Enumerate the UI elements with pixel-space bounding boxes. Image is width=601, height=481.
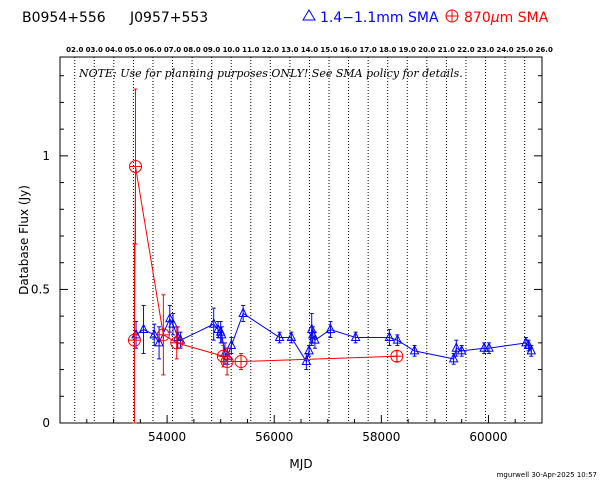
y-axis-ticks: 00.51 (31, 75, 542, 430)
year-tick-label: 02.0 (66, 46, 83, 54)
data-point-triangle (523, 339, 534, 350)
year-grid (74, 57, 526, 423)
data-point-triangle (226, 339, 237, 350)
data-point-triangle (448, 352, 459, 363)
data-point-triangle (484, 342, 494, 352)
year-tick-label: 03.0 (86, 46, 103, 54)
legend-red-label-post: m SMA (500, 10, 549, 26)
year-tick-label: 15.0 (320, 46, 337, 54)
source-name: B0954+556 (22, 10, 106, 26)
x-tick-label: 60000 (469, 430, 507, 444)
year-tick-label: 24.0 (496, 46, 513, 54)
year-tick-label: 18.0 (379, 46, 396, 54)
planning-note: NOTE: Use for planning purposes ONLY! Se… (78, 67, 463, 80)
year-tick-label: 26.0 (536, 46, 553, 54)
y-axis-title: Database Flux (Jy) (17, 185, 31, 295)
legend-blue-triangle-icon (302, 9, 316, 21)
year-tick-label: 06.0 (144, 46, 161, 54)
data-point-triangle (138, 323, 149, 333)
data-point-triangle (409, 344, 420, 355)
legend-red-label-pre: 870 (464, 10, 491, 26)
data-point-triangle (479, 342, 489, 352)
data-point-triangle (310, 334, 320, 344)
year-tick-label: 22.0 (457, 46, 474, 54)
data-point-triangle (274, 331, 285, 342)
x-axis-ticks: 54000 56000 58000 60000 (86, 415, 516, 444)
data-point-triangle (208, 318, 219, 328)
series-red (127, 88, 404, 424)
data-point-triangle (149, 328, 160, 339)
data-point-triangle (301, 355, 312, 366)
data-point-triangle (154, 336, 164, 347)
year-tick-label: 23.0 (477, 46, 494, 54)
x-axis-title: MJD (289, 457, 312, 471)
series-line (135, 312, 532, 363)
x-tick-label: 56000 (255, 430, 293, 444)
data-point-triangle (350, 331, 361, 342)
year-tick-label: 19.0 (399, 46, 416, 54)
data-point-triangle (325, 323, 336, 333)
year-tick-label: 14.0 (301, 46, 318, 54)
year-tick-label: 05.0 (125, 46, 142, 54)
x-tick-label: 58000 (362, 430, 400, 444)
data-series (127, 88, 537, 424)
year-tick-label: 12.0 (262, 46, 279, 54)
y-tick-label: 0.5 (31, 282, 50, 296)
year-tick-label: 11.0 (242, 46, 259, 54)
year-tick-label: 13.0 (281, 46, 298, 54)
data-point-triangle (456, 344, 467, 355)
plot-frame (59, 56, 543, 424)
legend-red: 870μm SMA (445, 9, 549, 26)
year-tick-label: 08.0 (183, 46, 200, 54)
data-point-triangle (164, 312, 175, 323)
top-year-axis: 02.0 03.0 04.0 05.0 06.0 07.0 08.0 09.0 10.0 11.0… (66, 46, 553, 54)
data-point-triangle (304, 344, 314, 355)
data-point-triangle (526, 344, 537, 355)
year-tick-label: 07.0 (164, 46, 181, 54)
legend-blue-label: 1.4−1.1mm SMA (320, 10, 439, 26)
year-tick-label: 09.0 (203, 46, 220, 54)
data-point-triangle (451, 342, 462, 352)
year-tick-label: 17.0 (360, 46, 377, 54)
y-tick-label: 1 (42, 149, 50, 163)
y-tick-label: 0 (42, 416, 50, 430)
data-point-triangle (286, 331, 297, 342)
year-tick-label: 10.0 (223, 46, 240, 54)
year-tick-label: 20.0 (418, 46, 435, 54)
year-tick-label: 25.0 (516, 46, 533, 54)
year-tick-label: 21.0 (438, 46, 455, 54)
legend-blue: 1.4−1.1mm SMA (302, 9, 439, 26)
legend-red-label-mu: μ (490, 10, 500, 26)
year-tick-label: 16.0 (340, 46, 357, 54)
x-tick-label: 54000 (148, 430, 186, 444)
year-tick-label: 04.0 (105, 46, 122, 54)
data-point-triangle (168, 318, 178, 328)
data-point-triangle (238, 307, 248, 317)
data-point-triangle (392, 334, 403, 344)
legend-red-label: 870μm SMA (464, 10, 549, 26)
footer-stamp: mgurwell 30-Apr-2025 10:57 (497, 471, 597, 479)
source-alt-name: J0957+553 (129, 10, 208, 26)
data-point-triangle (216, 328, 227, 339)
data-point-triangle (384, 331, 395, 342)
